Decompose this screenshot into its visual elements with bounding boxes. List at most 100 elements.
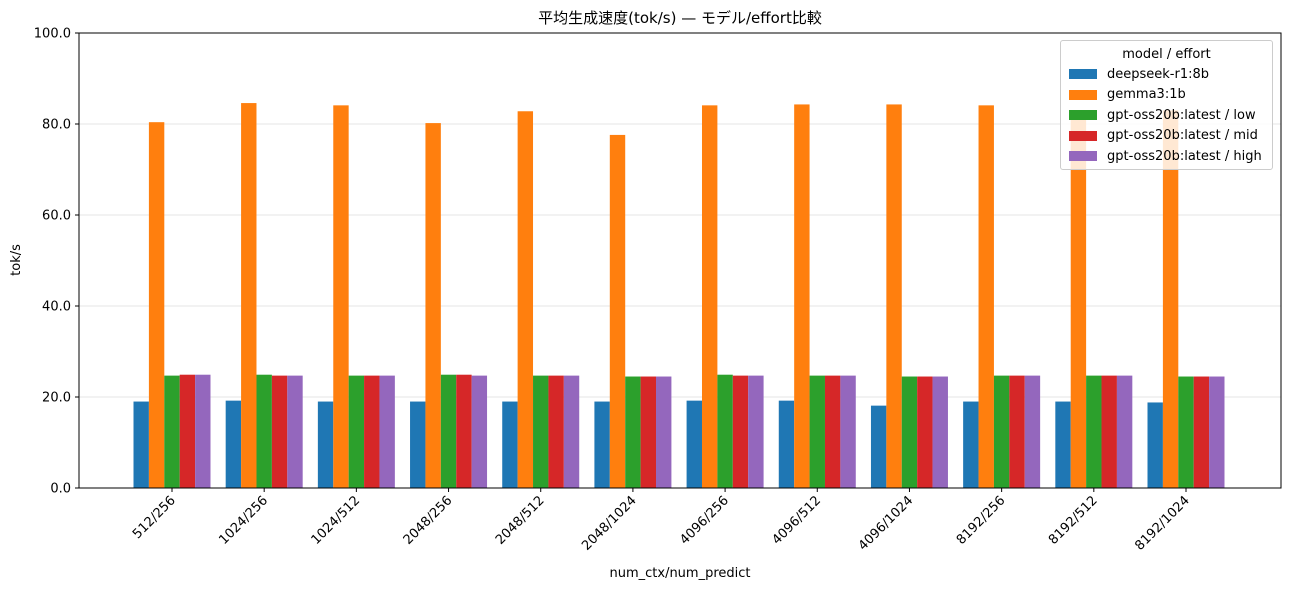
bar <box>824 375 841 488</box>
bar <box>1009 375 1025 488</box>
legend: model / effort deepseek-r1:8b gemma3:1b gp… <box>1060 40 1273 170</box>
legend-item: gpt-oss20b:latest / high <box>1069 146 1264 167</box>
legend-item: deepseek-r1:8b <box>1069 64 1264 85</box>
y-axis-label: tok/s <box>9 244 24 276</box>
bar <box>732 375 749 488</box>
bar <box>533 375 549 488</box>
bar <box>1101 375 1117 488</box>
bar <box>917 376 933 488</box>
legend-label: gpt-oss20b:latest / mid <box>1107 128 1258 144</box>
x-axis: 512/256 1024/256 1024/512 2048/256 2048/512 2… <box>130 488 1193 554</box>
legend-swatch <box>1069 110 1097 121</box>
y-tick-label: 40.0 <box>42 300 71 315</box>
bar <box>364 375 380 488</box>
bar <box>148 122 165 489</box>
x-axis-label: num_ctx/num_predict <box>609 566 750 581</box>
y-tick-label: 100.0 <box>34 27 71 42</box>
bar <box>640 376 657 488</box>
bar <box>701 105 718 488</box>
x-tick-label: 512/256 <box>130 493 179 542</box>
bar <box>1162 110 1179 488</box>
y-tick-label: 80.0 <box>42 118 71 133</box>
bar <box>978 105 994 488</box>
bar <box>502 401 518 488</box>
bar <box>456 374 472 488</box>
legend-item: gemma3:1b <box>1069 85 1264 106</box>
bar <box>287 375 303 488</box>
legend-swatch <box>1069 130 1097 141</box>
bar <box>1070 114 1087 489</box>
bar <box>348 375 365 488</box>
legend-item: gpt-oss20b:latest / low <box>1069 105 1264 126</box>
x-tick-label: 8192/512 <box>1046 493 1101 548</box>
y-tick-label: 60.0 <box>42 209 71 224</box>
bar <box>594 401 610 488</box>
y-axis: 0.0 20.0 40.0 60.0 80.0 100.0 <box>34 27 79 497</box>
bar <box>164 375 180 488</box>
bar <box>1116 375 1133 488</box>
bar <box>379 375 395 488</box>
bar <box>1086 375 1102 488</box>
bar <box>256 374 272 488</box>
bar <box>809 375 825 488</box>
bars <box>133 103 1225 489</box>
chart-title: 平均生成速度(tok/s) — モデル/effort比較 <box>538 9 822 27</box>
legend-label: gpt-oss20b:latest / low <box>1107 107 1256 123</box>
bar <box>717 374 733 488</box>
x-tick-label: 8192/256 <box>954 493 1009 548</box>
bar <box>179 374 196 488</box>
bar <box>625 376 641 488</box>
bar <box>778 400 795 488</box>
x-tick-label: 4096/256 <box>677 493 732 548</box>
bar <box>840 375 856 488</box>
x-tick-label: 1024/256 <box>216 493 271 548</box>
legend-label: gemma3:1b <box>1107 87 1186 103</box>
bar <box>870 405 887 488</box>
bar <box>886 104 902 488</box>
bar <box>195 374 211 488</box>
plot-frame <box>78 32 1282 489</box>
bar <box>1024 375 1041 488</box>
bar <box>241 103 257 488</box>
bar <box>993 375 1010 488</box>
legend-swatch <box>1069 151 1097 162</box>
legend-item: gpt-oss20b:latest / mid <box>1069 126 1264 147</box>
x-tick-label: 2048/512 <box>493 493 548 548</box>
bar <box>317 401 334 488</box>
bar <box>932 376 948 488</box>
bar <box>133 401 149 488</box>
bar <box>517 111 534 488</box>
bar <box>656 376 672 488</box>
bar <box>794 104 810 488</box>
bar <box>548 375 564 488</box>
legend-label: gpt-oss20b:latest / high <box>1107 148 1262 164</box>
bar <box>440 374 457 488</box>
x-tick-label: 4096/1024 <box>856 493 917 554</box>
bar <box>1178 376 1194 488</box>
bar <box>686 400 702 488</box>
bar <box>963 401 979 488</box>
legend-label: deepseek-r1:8b <box>1107 66 1210 82</box>
x-tick-label: 4096/512 <box>769 493 824 548</box>
x-tick-label: 8192/1024 <box>1132 493 1193 554</box>
legend-swatch <box>1069 69 1097 80</box>
bar <box>1209 376 1225 488</box>
bar <box>609 134 626 489</box>
x-tick-label: 1024/512 <box>309 493 364 548</box>
bar <box>425 123 441 488</box>
bar <box>333 105 349 488</box>
bar <box>1147 402 1163 488</box>
bar <box>901 376 918 488</box>
bar <box>271 375 288 488</box>
bar <box>1055 401 1071 488</box>
bar <box>225 400 242 488</box>
x-tick-label: 2048/1024 <box>579 493 640 554</box>
bar <box>563 375 580 488</box>
legend-title: model / effort <box>1122 47 1211 62</box>
y-tick-label: 20.0 <box>42 391 71 406</box>
x-tick-label: 2048/256 <box>401 493 456 548</box>
bar <box>471 375 488 488</box>
bar <box>1193 376 1210 488</box>
legend-swatch <box>1069 89 1097 100</box>
